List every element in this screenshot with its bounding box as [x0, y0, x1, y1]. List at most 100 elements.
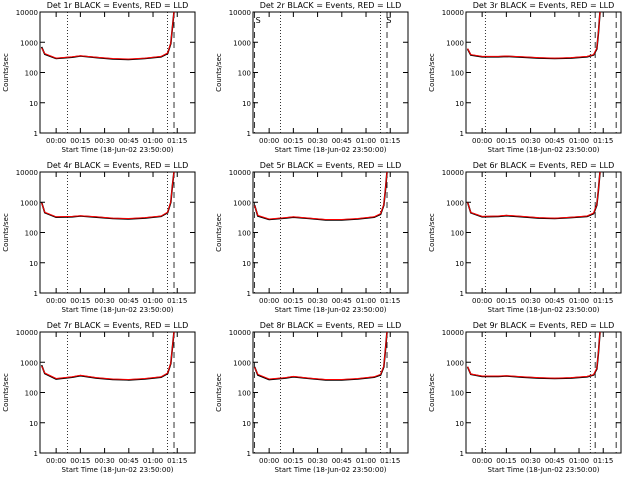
y-tick-label: 1000	[20, 39, 38, 47]
y-tick-label: 10	[242, 420, 251, 428]
x-tick-label: 00:00	[259, 457, 279, 465]
chart-title: Det 5r BLACK = Events, RED = LLD	[260, 161, 402, 170]
x-tick-label: 00:45	[545, 457, 565, 465]
chart-title: Det 9r BLACK = Events, RED = LLD	[473, 321, 615, 330]
series-line	[467, 171, 601, 219]
y-tick-label: 1	[247, 450, 251, 458]
series-line	[466, 171, 601, 220]
x-tick-label: 00:45	[545, 297, 565, 305]
y-tick-label: 100	[238, 230, 251, 238]
x-tick-label: 01:00	[569, 137, 589, 145]
x-tick-label: 01:15	[380, 137, 400, 145]
x-tick-label: 00:30	[520, 297, 540, 305]
chart-title: Det 1r BLACK = Events, RED = LLD	[47, 1, 189, 10]
y-axis-label: Counts/sec	[215, 213, 223, 252]
series-line	[41, 171, 175, 220]
x-tick-label: 00:45	[119, 297, 139, 305]
y-tick-label: 1	[460, 290, 464, 298]
series-line	[40, 331, 175, 381]
y-axis-label: Counts/sec	[428, 213, 436, 252]
x-axis-label: Start Time (18-Jun-02 23:50:00)	[62, 146, 174, 154]
annotation: S	[386, 16, 391, 25]
x-tick-label: 00:30	[94, 137, 114, 145]
series-line	[40, 171, 175, 220]
x-tick-label: 00:00	[46, 457, 66, 465]
y-tick-label: 100	[238, 390, 251, 398]
panel: Det 8r BLACK = Events, RED = LLD Start Ti…	[215, 321, 409, 474]
chart-title: Det 3r BLACK = Events, RED = LLD	[473, 1, 615, 10]
x-tick-label: 01:00	[143, 137, 163, 145]
series-line	[467, 331, 601, 379]
y-tick-label: 100	[25, 230, 38, 238]
y-tick-label: 10	[455, 100, 464, 108]
panel: Det 6r BLACK = Events, RED = LLD Start Ti…	[428, 161, 622, 314]
plot-frame	[465, 331, 622, 454]
y-axis-label: Counts/sec	[2, 53, 10, 92]
y-tick-label: 10000	[442, 169, 464, 177]
y-axis-label: Counts/sec	[2, 213, 10, 252]
x-tick-label: 01:00	[569, 297, 589, 305]
series-line	[41, 331, 175, 381]
x-tick-label: 00:45	[332, 457, 352, 465]
x-tick-label: 00:45	[545, 137, 565, 145]
y-tick-label: 10000	[442, 329, 464, 337]
series-line	[466, 11, 601, 60]
y-tick-label: 10	[29, 420, 38, 428]
x-tick-label: 00:00	[259, 297, 279, 305]
x-tick-label: 01:00	[143, 457, 163, 465]
x-tick-label: 01:15	[380, 457, 400, 465]
plot-frame	[465, 11, 622, 134]
x-tick-label: 00:30	[94, 297, 114, 305]
x-tick-label: 00:15	[496, 137, 516, 145]
panel: Det 7r BLACK = Events, RED = LLD Start Ti…	[2, 321, 196, 474]
y-tick-label: 1	[247, 290, 251, 298]
y-tick-label: 100	[451, 390, 464, 398]
y-axis-label: Counts/sec	[2, 373, 10, 412]
y-tick-label: 10000	[442, 9, 464, 17]
x-tick-label: 00:15	[70, 457, 90, 465]
x-tick-label: 00:00	[46, 137, 66, 145]
x-tick-label: 01:00	[356, 457, 376, 465]
x-tick-label: 00:45	[119, 137, 139, 145]
y-tick-label: 1000	[20, 199, 38, 207]
series-line	[467, 11, 601, 59]
x-tick-label: 01:15	[593, 457, 613, 465]
x-tick-label: 00:00	[472, 297, 492, 305]
y-tick-label: 10	[242, 260, 251, 268]
y-tick-label: 1000	[446, 359, 464, 367]
x-tick-label: 01:15	[167, 457, 187, 465]
x-tick-label: 00:15	[496, 297, 516, 305]
y-tick-label: 1	[34, 130, 38, 138]
x-tick-label: 00:15	[70, 137, 90, 145]
y-axis-label: Counts/sec	[215, 373, 223, 412]
series-line	[41, 11, 175, 60]
x-axis-label: Start Time (18-Jun-02 23:50:00)	[488, 146, 600, 154]
chart-title: Det 2r BLACK = Events, RED = LLD	[260, 1, 402, 10]
y-tick-label: 10000	[229, 329, 251, 337]
series-line	[253, 171, 388, 221]
y-tick-label: 10	[29, 260, 38, 268]
x-tick-label: 00:30	[307, 457, 327, 465]
x-tick-label: 00:30	[307, 137, 327, 145]
y-tick-label: 10000	[229, 9, 251, 17]
x-axis-label: Start Time (18-Jun-02 23:50:00)	[62, 306, 174, 314]
chart-title: Det 4r BLACK = Events, RED = LLD	[47, 161, 189, 170]
y-tick-label: 10000	[229, 169, 251, 177]
x-tick-label: 00:00	[472, 137, 492, 145]
x-axis-label: Start Time (18-Jun-02 23:50:00)	[275, 306, 387, 314]
x-axis-label: Start Time (18-Jun-02 23:50:00)	[488, 306, 600, 314]
y-tick-label: 1	[34, 290, 38, 298]
y-axis-label: Counts/sec	[428, 53, 436, 92]
series-line	[40, 11, 175, 61]
x-tick-label: 01:15	[167, 297, 187, 305]
x-tick-label: 01:15	[593, 137, 613, 145]
x-tick-label: 00:45	[332, 297, 352, 305]
x-tick-label: 00:30	[520, 457, 540, 465]
y-tick-label: 1	[34, 450, 38, 458]
y-tick-label: 1000	[446, 199, 464, 207]
y-tick-label: 1000	[20, 359, 38, 367]
x-tick-label: 01:00	[356, 297, 376, 305]
x-tick-label: 01:00	[569, 457, 589, 465]
chart-title: Det 7r BLACK = Events, RED = LLD	[47, 321, 189, 330]
series-line	[254, 171, 388, 220]
